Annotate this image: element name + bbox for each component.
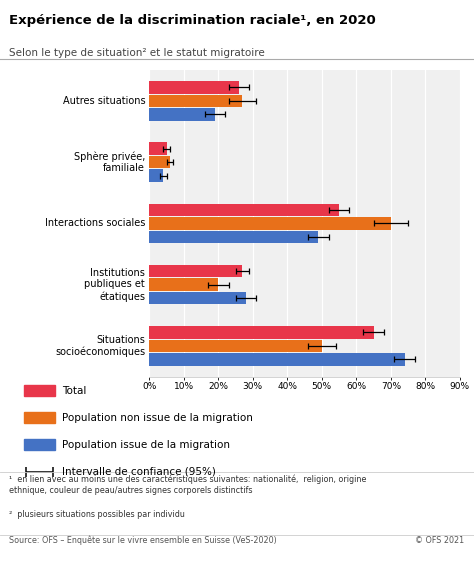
Text: Population non issue de la migration: Population non issue de la migration	[62, 413, 253, 423]
Bar	[149, 339, 322, 352]
Text: Population issue de la migration: Population issue de la migration	[62, 439, 229, 450]
Bar	[149, 230, 319, 243]
Bar	[149, 81, 239, 94]
Text: Total: Total	[62, 386, 86, 396]
Text: Intervalle de confiance (95%): Intervalle de confiance (95%)	[62, 466, 216, 477]
Text: Source: OFS – Enquête sur le vivre ensemble en Suisse (VeS-2020): Source: OFS – Enquête sur le vivre ensem…	[9, 536, 277, 545]
Text: © OFS 2021: © OFS 2021	[415, 536, 465, 545]
Bar	[149, 156, 170, 169]
Text: ¹  en lien avec au moins une des caractéristiques suivantes: nationalité,  relig: ¹ en lien avec au moins une des caractér…	[9, 475, 367, 495]
Bar	[149, 108, 215, 121]
Text: Selon le type de situation² et le statut migratoire: Selon le type de situation² et le statut…	[9, 48, 265, 58]
Bar	[149, 94, 242, 107]
Bar	[149, 353, 405, 366]
Bar	[149, 278, 219, 291]
Bar	[149, 203, 339, 216]
Bar	[149, 326, 374, 339]
Bar	[149, 142, 166, 155]
Bar	[149, 292, 246, 305]
Bar	[149, 169, 163, 182]
Text: Expérience de la discrimination raciale¹, en 2020: Expérience de la discrimination raciale¹…	[9, 14, 376, 27]
Bar	[149, 265, 242, 278]
Text: ²  plusieurs situations possibles par individu: ² plusieurs situations possibles par ind…	[9, 510, 185, 519]
Bar	[149, 217, 391, 230]
